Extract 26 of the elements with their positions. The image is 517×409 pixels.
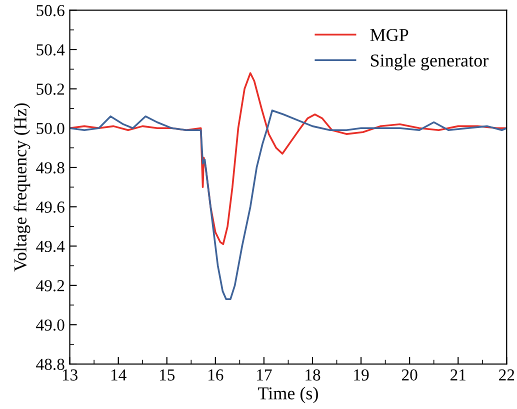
- y-tick-label: 48.8: [36, 358, 64, 370]
- y-tick-label: 49.8: [36, 162, 64, 174]
- x-tick-label: 17: [257, 369, 272, 380]
- x-tick-label: 13: [62, 369, 78, 381]
- y-tick-label: 49.4: [36, 240, 65, 252]
- x-tick-label: 22: [499, 369, 514, 380]
- x-tick-label: 19: [354, 369, 369, 381]
- y-tick-label: 50.2: [36, 84, 64, 95]
- x-tick-label: 18: [306, 369, 320, 381]
- y-tick-label: 50.4: [36, 44, 65, 56]
- x-tick-label: 16: [208, 369, 224, 381]
- legend-label: Single generator: [370, 54, 488, 70]
- y-axis-title: Voltage frequency (Hz): [14, 103, 30, 272]
- x-tick-label: 21: [450, 369, 466, 380]
- line-series: [70, 110, 507, 300]
- y-tick-label: 49.0: [36, 319, 64, 331]
- x-axis-title: Time (s): [258, 386, 318, 404]
- x-tick-label: 14: [111, 369, 126, 380]
- x-tick-label: 20: [402, 369, 418, 381]
- y-tick-label: 50.6: [36, 4, 64, 16]
- y-tick-label: 49.2: [36, 280, 64, 292]
- y-tick-label: 49.6: [36, 202, 64, 213]
- y-tick-label: 50.0: [36, 122, 64, 134]
- x-tick-label: 15: [160, 369, 175, 381]
- legend-label: MGP: [370, 28, 408, 42]
- line-series: [70, 72, 507, 246]
